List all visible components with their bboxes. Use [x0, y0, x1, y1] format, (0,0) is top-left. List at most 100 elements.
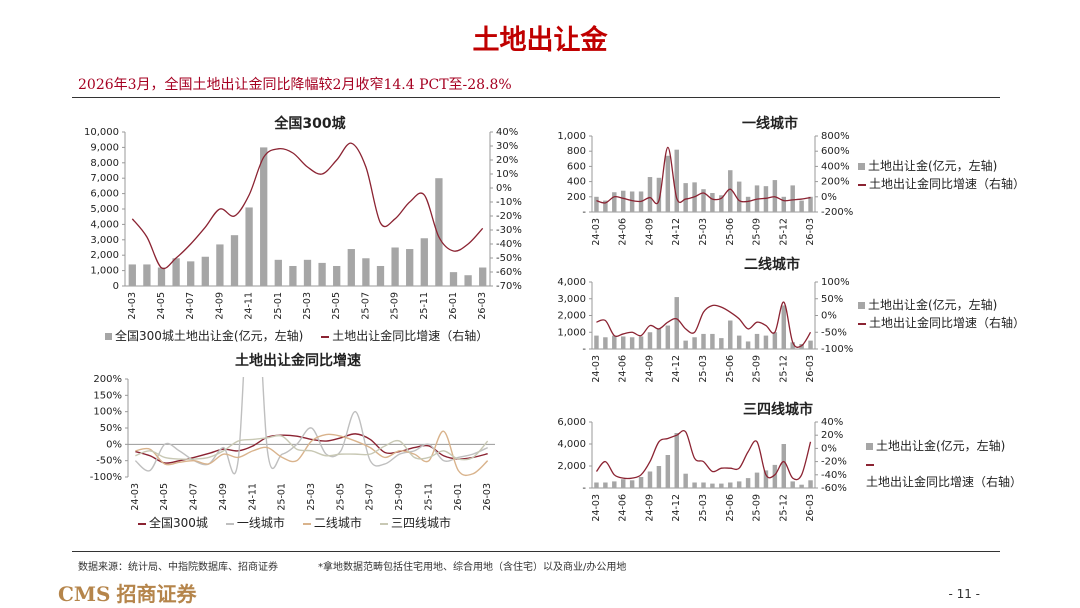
bar [230, 235, 239, 286]
scope-note: *拿地数据范畴包括住宅用地、综合用地（含住宅）以及商业/办公用地 [318, 562, 627, 573]
legend-swatch-line [302, 522, 311, 525]
y2-tick-label: 0% [821, 443, 837, 454]
y2-tick-label: -200% [821, 207, 853, 218]
y-tick-label: 50% [100, 423, 122, 434]
x-tick-label: 25-03 [698, 355, 709, 383]
y2-tick-label: -60% [496, 267, 522, 278]
y-tick-label: 400 [567, 177, 586, 188]
bar [638, 336, 644, 349]
bar [603, 337, 608, 349]
series-line [135, 434, 489, 461]
series-line [135, 430, 489, 477]
y2-tick-label: -20% [821, 457, 847, 468]
series-line [135, 433, 488, 464]
bar [790, 481, 795, 488]
bar [701, 333, 706, 349]
bar [745, 478, 751, 488]
bar [629, 191, 635, 212]
x-tick-label: 25-09 [752, 355, 763, 383]
chart-title: 土地出让金同比增速 [235, 352, 361, 369]
bar [603, 482, 608, 488]
bar [464, 275, 472, 286]
bar [799, 484, 804, 488]
chart-title: 二线城市 [744, 256, 800, 273]
bar [683, 183, 688, 212]
chart-panel: 一线城市 - 200 400 600 800 1,000 -200% 0% 200% 400% 600… [557, 115, 853, 246]
bar [719, 195, 724, 212]
y2-tick-label: 20% [496, 155, 518, 166]
y-tick-label: 2,000 [90, 250, 119, 261]
bar [701, 482, 706, 488]
y-tick-label: 9,000 [90, 142, 119, 153]
bar [603, 200, 608, 212]
y2-tick-label: -50% [496, 253, 522, 264]
x-tick-label: 26-03 [805, 218, 816, 246]
slide-subtitle: 2026年3月，全国土地出让金同比降幅较2月收窄14.4 PCT至-28.8% [78, 77, 512, 93]
bar [260, 147, 268, 286]
y-tick-label: 1,000 [557, 131, 586, 142]
bar [781, 196, 787, 212]
bar [781, 305, 787, 349]
bar [449, 272, 458, 286]
bar [620, 336, 626, 349]
x-tick-label: 24-09 [644, 355, 655, 383]
bar [665, 155, 671, 212]
y2-tick-label: -10% [496, 197, 522, 208]
bar [781, 444, 787, 488]
bar [143, 264, 151, 286]
y2-tick-label: 50% [821, 294, 843, 305]
bar [612, 335, 617, 349]
y-tick-label: 0% [106, 439, 122, 450]
bar [728, 170, 733, 212]
bar [318, 262, 326, 286]
bar [172, 258, 180, 286]
x-tick-label: 24-12 [671, 218, 682, 246]
x-tick-label: 24-05 [159, 483, 170, 511]
x-tick-label: 24-07 [185, 292, 196, 320]
x-tick-label: 24-03 [127, 292, 138, 320]
x-tick-label: 25-12 [778, 218, 789, 246]
legend: 土地出让金(亿元，左轴) 土地出让金同比增速（右轴） [858, 157, 1028, 193]
x-tick-label: 25-01 [273, 292, 284, 320]
legend-item: 土地出让金同比增速（右轴） [321, 327, 488, 345]
x-tick-label: 25-09 [394, 483, 405, 511]
x-tick-label: 25-03 [698, 218, 709, 246]
legend-item: 土地出让金(亿元，左轴) [858, 296, 1028, 314]
y-tick-label: 200 [567, 192, 586, 203]
logo-mark: CMS [58, 582, 111, 606]
legend: 土地出让金(亿元，左轴) 土地出让金同比增速（右轴） [858, 296, 1028, 332]
y-tick-label: 8,000 [90, 158, 119, 169]
x-tick-label: 25-03 [698, 494, 709, 522]
legend-item: 全国300城土地出让金(亿元，左轴) [105, 327, 303, 345]
legend-item: 三四线城市 [379, 514, 451, 532]
y2-tick-label: 800% [821, 131, 850, 142]
bar [745, 341, 751, 349]
bar [799, 200, 804, 212]
y-tick-label: 7,000 [90, 173, 119, 184]
bar [274, 259, 282, 286]
x-tick-label: 24-12 [671, 355, 682, 383]
legend-swatch-line [858, 322, 866, 325]
bar [674, 297, 679, 349]
chart-panel: 二线城市 - 1,000 2,000 3,000 4,000 -100% -50% 0% 50% 1… [557, 256, 853, 383]
bar [594, 482, 599, 488]
bar [710, 333, 715, 349]
x-tick-label: 24-09 [644, 218, 655, 246]
bar [303, 259, 312, 286]
bar [665, 325, 671, 349]
y-tick-label: 1,000 [557, 327, 586, 338]
legend-label: 土地出让金(亿元，左轴) [876, 439, 1006, 453]
bar [629, 337, 635, 349]
bar [772, 180, 778, 212]
series-line [596, 146, 811, 205]
y-tick-label: - [582, 207, 586, 218]
y-tick-label: 4,000 [90, 219, 119, 230]
chart-panel: 全国300城 0 1,000 2,000 3,000 4,000 5,000 6,000 7,0… [84, 115, 522, 320]
bar [772, 464, 778, 488]
bar [620, 479, 626, 488]
x-tick-label: 24-03 [591, 218, 602, 246]
bar [719, 483, 724, 488]
x-tick-label: 25-05 [331, 292, 342, 320]
legend-item: 土地出让金(亿元，左轴) [858, 157, 1028, 175]
